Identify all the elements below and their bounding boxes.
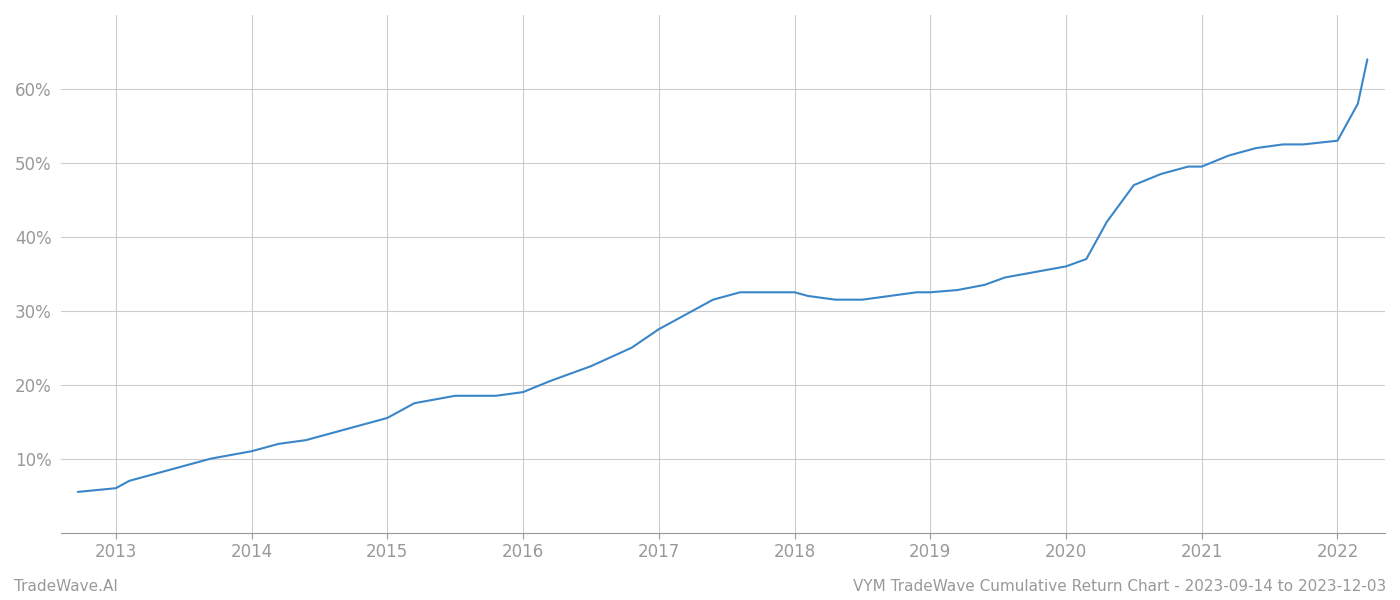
Text: TradeWave.AI: TradeWave.AI bbox=[14, 579, 118, 594]
Text: VYM TradeWave Cumulative Return Chart - 2023-09-14 to 2023-12-03: VYM TradeWave Cumulative Return Chart - … bbox=[853, 579, 1386, 594]
